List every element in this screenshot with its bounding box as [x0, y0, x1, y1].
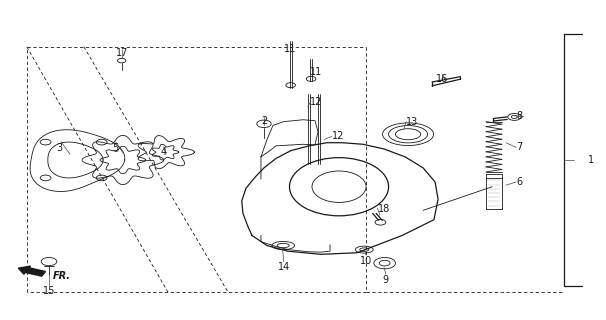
Text: 15: 15: [43, 286, 55, 296]
Text: 12: 12: [310, 97, 322, 107]
Text: 16: 16: [436, 74, 448, 84]
Text: 11: 11: [310, 67, 322, 77]
Text: 10: 10: [360, 256, 372, 266]
Text: 17: 17: [116, 48, 128, 58]
Text: 9: 9: [383, 275, 389, 285]
Text: 2: 2: [261, 116, 267, 126]
Text: FR.: FR.: [53, 271, 71, 281]
Text: 7: 7: [516, 142, 522, 152]
Text: 8: 8: [516, 111, 522, 121]
FancyArrow shape: [18, 266, 45, 276]
Text: 13: 13: [406, 117, 419, 127]
Text: 14: 14: [278, 262, 290, 272]
Text: 11: 11: [284, 44, 296, 54]
Text: 1: 1: [588, 155, 594, 165]
Text: 4: 4: [161, 148, 167, 157]
Text: 18: 18: [378, 204, 390, 214]
Text: 6: 6: [516, 177, 522, 187]
Text: 12: 12: [332, 132, 344, 141]
Text: 5: 5: [113, 143, 119, 153]
Text: 3: 3: [57, 143, 63, 153]
